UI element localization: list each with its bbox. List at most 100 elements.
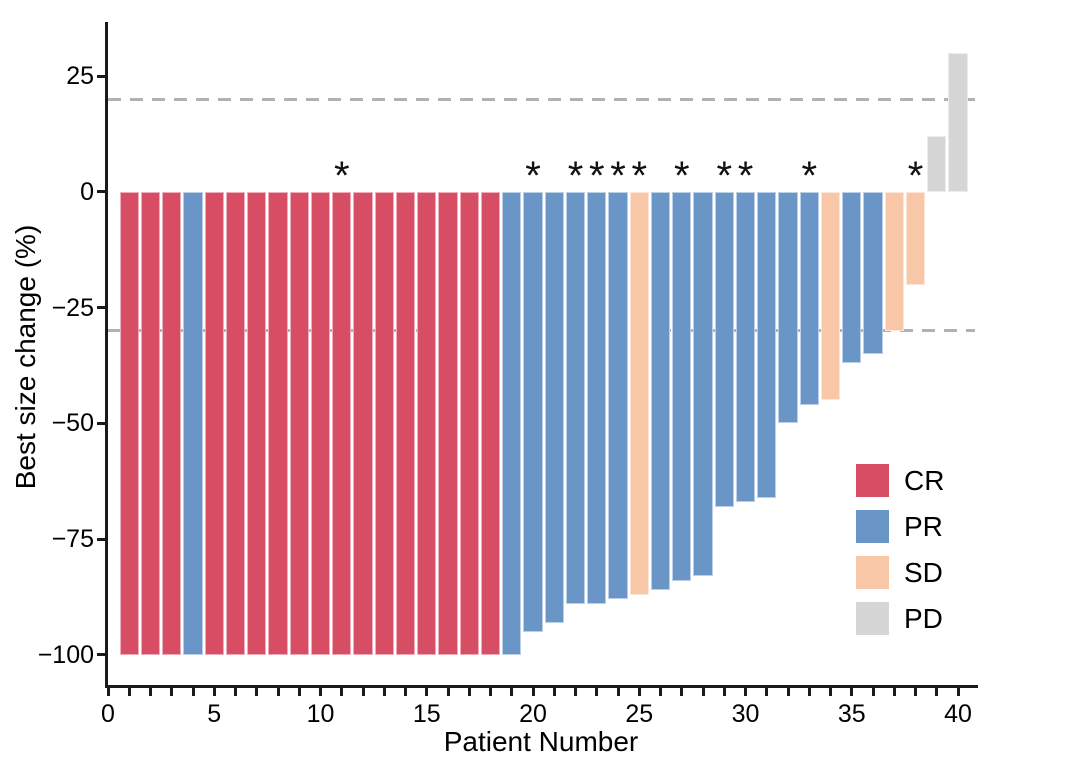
legend-label-cr: CR: [904, 465, 945, 496]
significance-asterisk-patient-33: *: [801, 153, 818, 198]
bar-patient-17: [459, 191, 479, 655]
x-tick-mark: [319, 688, 322, 696]
x-tick-mark: [744, 688, 747, 696]
x-tick-mark: [595, 688, 599, 696]
x-tick-mark: [871, 688, 875, 696]
y-tick-mark: [97, 421, 105, 425]
x-tick-label: 30: [731, 700, 760, 728]
y-tick-mark: [97, 653, 105, 657]
y-tick-mark: [97, 74, 105, 78]
x-tick-mark: [106, 688, 110, 696]
bar-patient-38: [905, 191, 926, 285]
y-axis-line: [105, 22, 108, 688]
bar-patient-27: [672, 191, 692, 581]
x-tick-mark: [191, 688, 195, 696]
legend-row-pr: PR: [856, 510, 944, 543]
bar-patient-6: [225, 191, 246, 655]
x-tick-mark: [340, 688, 344, 696]
bar-patient-31: [757, 191, 777, 498]
x-tick-mark: [361, 688, 365, 696]
bar-patient-14: [395, 191, 416, 655]
bar-patient-37: [884, 191, 904, 331]
plot-panel: * * * * * * * * * * *: [108, 23, 975, 685]
x-tick-mark: [404, 688, 407, 696]
x-tick-mark: [510, 688, 514, 696]
y-tick-mark: [97, 306, 105, 310]
x-tick-label: 20: [519, 700, 547, 728]
x-tick-mark: [722, 688, 726, 696]
bar-patient-30: [735, 191, 756, 503]
x-tick-mark: [616, 688, 620, 696]
bar-patient-24: [608, 191, 628, 600]
y-tick-label: 0: [80, 177, 94, 206]
bar-patient-25: [629, 191, 649, 595]
x-tick-mark: [234, 688, 237, 696]
bar-patient-33: [799, 191, 819, 405]
legend: CR PR SD PD: [856, 464, 944, 648]
y-tick-mark: [97, 190, 105, 194]
significance-asterisk-patient-29: *: [716, 153, 733, 198]
bar-patient-2: [140, 191, 161, 655]
x-tick-mark: [574, 688, 577, 696]
bar-patient-34: [820, 191, 841, 401]
bar-patient-8: [268, 191, 288, 655]
significance-asterisk-patient-23: *: [588, 153, 605, 198]
x-tick-label: 40: [944, 700, 972, 728]
x-tick-label: 5: [207, 700, 222, 728]
y-tick-label: −25: [51, 293, 94, 322]
significance-asterisk-patient-30: *: [737, 153, 754, 198]
bar-patient-7: [247, 191, 267, 655]
x-tick-mark: [552, 688, 556, 696]
bar-patient-10: [310, 191, 331, 655]
legend-row-cr: CR: [856, 464, 944, 497]
y-tick-label: −50: [51, 409, 94, 438]
bar-patient-3: [162, 191, 182, 655]
bar-patient-19: [502, 191, 522, 655]
legend-label-sd: SD: [904, 557, 943, 588]
bar-patient-26: [650, 191, 671, 591]
legend-swatch-pd: [856, 602, 889, 635]
x-tick-mark: [149, 688, 152, 696]
x-tick-mark: [297, 688, 301, 696]
legend-label-pr: PR: [904, 511, 943, 542]
bar-patient-21: [544, 191, 564, 623]
bar-patient-20: [523, 191, 543, 632]
bar-patient-39: [927, 136, 947, 192]
significance-asterisk-patient-22: *: [567, 153, 584, 198]
x-tick-mark: [276, 688, 280, 696]
x-tick-label: 35: [837, 700, 866, 728]
x-tick-mark: [914, 688, 917, 696]
significance-asterisk-patient-20: *: [525, 153, 541, 198]
x-tick-mark: [659, 688, 662, 696]
significance-asterisk-patient-27: *: [673, 153, 690, 198]
x-tick-mark: [637, 688, 641, 696]
bar-patient-35: [842, 191, 862, 364]
bar-patient-12: [353, 191, 373, 655]
x-tick-mark: [765, 688, 769, 696]
x-tick-mark: [467, 688, 471, 696]
y-tick-mark: [97, 537, 105, 541]
y-tick-label: 25: [66, 62, 94, 91]
x-tick-mark: [255, 688, 259, 696]
x-tick-mark: [892, 688, 896, 696]
significance-asterisk-patient-11: *: [333, 153, 350, 198]
x-axis-line: [105, 685, 978, 688]
y-axis-title: Best size change (%): [10, 224, 41, 490]
legend-swatch-pr: [856, 510, 889, 543]
x-tick-mark: [382, 688, 386, 696]
x-tick-mark: [531, 688, 535, 696]
bar-patient-40: [948, 53, 968, 192]
bar-patient-11: [332, 191, 352, 655]
legend-row-sd: SD: [856, 556, 944, 589]
x-tick-mark: [680, 688, 684, 696]
bar-patient-29: [714, 191, 734, 507]
bar-patient-16: [438, 191, 458, 655]
bar-patient-32: [778, 191, 798, 424]
x-tick-mark: [786, 688, 790, 696]
x-tick-mark: [701, 688, 705, 696]
x-tick-label: 0: [101, 700, 115, 728]
x-tick-mark: [850, 688, 854, 696]
bar-patient-1: [119, 191, 139, 655]
x-tick-label: 25: [625, 700, 654, 728]
